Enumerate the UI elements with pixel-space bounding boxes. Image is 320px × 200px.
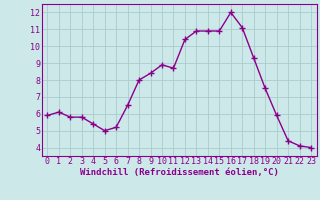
X-axis label: Windchill (Refroidissement éolien,°C): Windchill (Refroidissement éolien,°C): [80, 168, 279, 177]
